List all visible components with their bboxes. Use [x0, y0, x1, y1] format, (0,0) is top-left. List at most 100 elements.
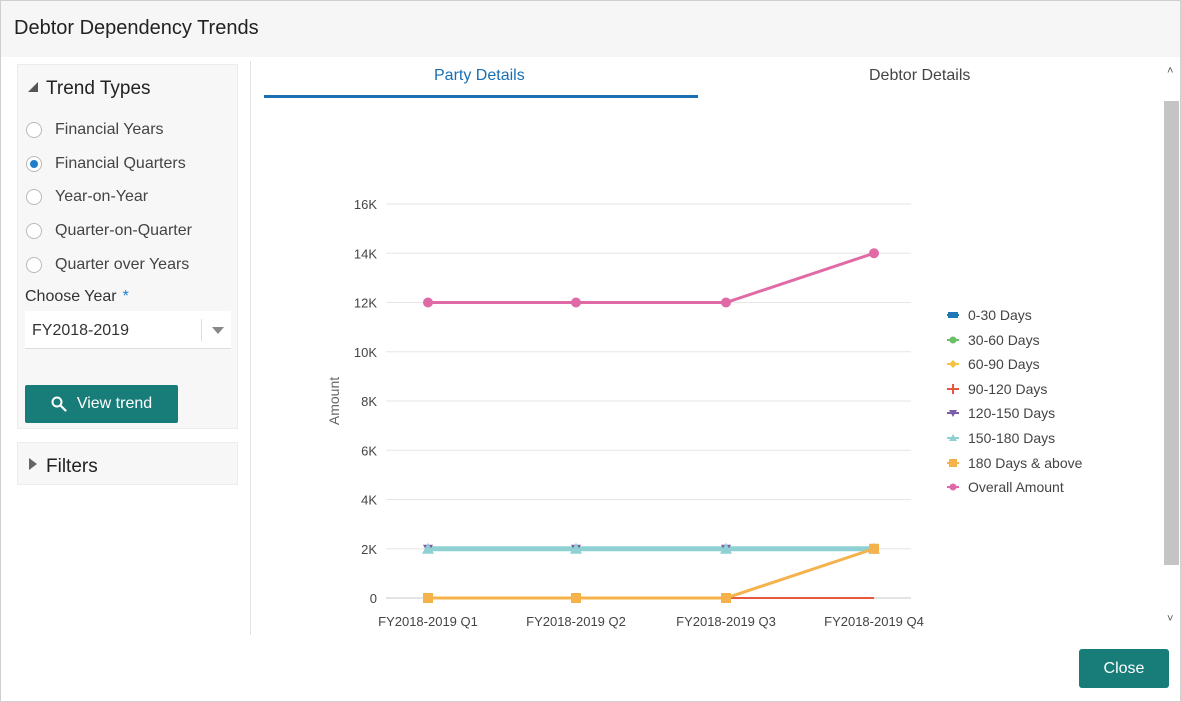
data-point-150-180-days — [422, 542, 434, 554]
trend-types-header[interactable]: Trend Types — [18, 65, 237, 111]
legend-label: 150-180 Days — [968, 430, 1056, 446]
trend-types-panel: Trend Types Financial Years Financial Qu… — [17, 64, 238, 429]
year-select-value: FY2018-2019 — [32, 322, 129, 339]
radio-label: Financial Quarters — [55, 155, 186, 172]
legend-marker — [946, 431, 966, 445]
y-tick-label: 8K — [361, 394, 377, 409]
data-point-180-days-above — [571, 593, 581, 603]
required-marker: * — [122, 288, 129, 305]
legend-item-30-60-days[interactable]: 30-60 Days — [946, 330, 1146, 350]
close-button[interactable]: Close — [1079, 649, 1169, 688]
active-tab-indicator — [264, 95, 698, 98]
radio-label: Year-on-Year — [55, 188, 149, 205]
legend-item-90-120-days[interactable]: 90-120 Days — [946, 379, 1146, 399]
data-point-180-days-above — [423, 593, 433, 603]
legend-item-120-150-days[interactable]: 120-150 Days — [946, 403, 1146, 423]
radio-label: Quarter over Years — [55, 256, 190, 273]
panel-divider — [250, 61, 251, 635]
radio-quarter-on-quarter[interactable]: Quarter-on-Quarter — [26, 220, 192, 242]
legend-marker — [946, 382, 966, 396]
x-tick-label: FY2018-2019 Q4 — [824, 614, 924, 629]
series-line-180-days-above — [428, 547, 875, 600]
legend-marker-circle-icon — [947, 483, 959, 491]
legend-item-60-90-days[interactable]: 60-90 Days — [946, 354, 1146, 374]
legend-marker-diamond-icon — [947, 360, 959, 369]
x-tick-label: FY2018-2019 Q3 — [676, 614, 776, 629]
y-tick-label: 12K — [354, 296, 377, 311]
radio-label: Financial Years — [55, 121, 164, 138]
radio-year-on-year[interactable]: Year-on-Year — [26, 186, 148, 208]
view-trend-label: View trend — [76, 395, 153, 412]
legend-item-overall-amount[interactable]: Overall Amount — [946, 477, 1146, 497]
data-point-overall-amount — [423, 297, 433, 308]
filters-panel[interactable]: Filters — [17, 442, 238, 485]
radio-button[interactable] — [26, 257, 42, 273]
dialog-header: Debtor Dependency Trends — [1, 1, 1180, 57]
scrollbar-thumb[interactable] — [1164, 101, 1179, 565]
legend-marker — [946, 406, 966, 420]
y-tick-label: 16K — [354, 197, 377, 212]
view-trend-button[interactable]: View trend — [25, 385, 178, 423]
expand-triangle-icon — [29, 458, 37, 470]
legend-marker-cross-icon — [947, 383, 959, 394]
series-line-60-90-days — [428, 547, 875, 600]
data-point-overall-amount — [571, 297, 581, 308]
legend-marker-circle-icon — [947, 336, 959, 344]
radio-label: Quarter-on-Quarter — [55, 222, 192, 239]
legend-marker — [946, 357, 966, 371]
radio-financial-years[interactable]: Financial Years — [26, 119, 164, 141]
radio-button[interactable] — [26, 122, 42, 138]
series-line-overall-amount — [428, 251, 875, 304]
select-separator — [201, 319, 202, 341]
legend-label: 30-60 Days — [968, 331, 1040, 348]
data-point-overall-amount — [869, 248, 879, 259]
x-tick-label: FY2018-2019 Q1 — [378, 614, 478, 629]
radio-button-selected[interactable] — [26, 156, 42, 172]
data-point-180-days-above — [869, 543, 879, 554]
legend-marker — [946, 308, 966, 322]
data-point-overall-amount — [721, 297, 731, 308]
dialog-title: Debtor Dependency Trends — [14, 17, 259, 39]
search-icon — [51, 396, 67, 412]
scroll-up-icon[interactable]: ˄ — [1167, 65, 1174, 77]
legend-marker-square-icon — [947, 458, 959, 467]
legend-marker-square-bar-icon — [947, 312, 959, 318]
y-tick-label: 14K — [354, 246, 377, 261]
legend-item-150-180-days[interactable]: 150-180 Days — [946, 428, 1146, 448]
close-label: Close — [1103, 659, 1145, 677]
trend-line-chart: 0 2K 4K 6K 8K 10K 12K 14K 16K FY2018-2019 Q1 FY201… — [326, 197, 924, 629]
legend-label: 120-150 Days — [968, 405, 1056, 422]
legend-marker-triangle-down-icon — [947, 410, 959, 418]
legend-marker — [946, 456, 966, 470]
chevron-down-icon[interactable] — [212, 327, 224, 334]
filters-title: Filters — [46, 456, 98, 477]
legend-label: 90-120 Days — [968, 380, 1048, 397]
radio-quarter-over-years[interactable]: Quarter over Years — [26, 254, 189, 276]
tab-party-details[interactable]: Party Details — [434, 67, 525, 84]
radio-button[interactable] — [26, 223, 42, 239]
legend-label: Overall Amount — [968, 479, 1064, 496]
radio-button[interactable] — [26, 189, 42, 205]
choose-year-text: Choose Year — [25, 288, 117, 305]
year-select[interactable]: FY2018-2019 — [25, 311, 231, 349]
tab-debtor-details[interactable]: Debtor Details — [869, 67, 971, 84]
choose-year-label: Choose Year * — [25, 288, 129, 306]
legend-item-180-days-above[interactable]: 180 Days & above — [946, 453, 1146, 473]
y-tick-label: 0 — [370, 591, 377, 606]
radio-financial-quarters[interactable]: Financial Quarters — [26, 153, 186, 175]
data-point-150-180-days — [570, 542, 582, 554]
legend-label: 60-90 Days — [968, 356, 1040, 373]
legend-marker — [946, 480, 966, 494]
legend-item-0-30-days[interactable]: 0-30 Days — [946, 305, 1146, 325]
legend-label: 180 Days & above — [968, 454, 1083, 471]
legend-marker — [946, 333, 966, 347]
y-tick-label: 4K — [361, 493, 377, 508]
x-tick-label: FY2018-2019 Q2 — [526, 614, 626, 629]
y-tick-label: 2K — [361, 542, 377, 557]
trend-types-title: Trend Types — [46, 78, 151, 99]
data-point-150-180-days — [720, 542, 732, 554]
collapse-triangle-icon — [28, 82, 38, 92]
data-point-180-days-above — [721, 593, 731, 603]
scroll-down-icon[interactable]: ˅ — [1167, 613, 1174, 625]
